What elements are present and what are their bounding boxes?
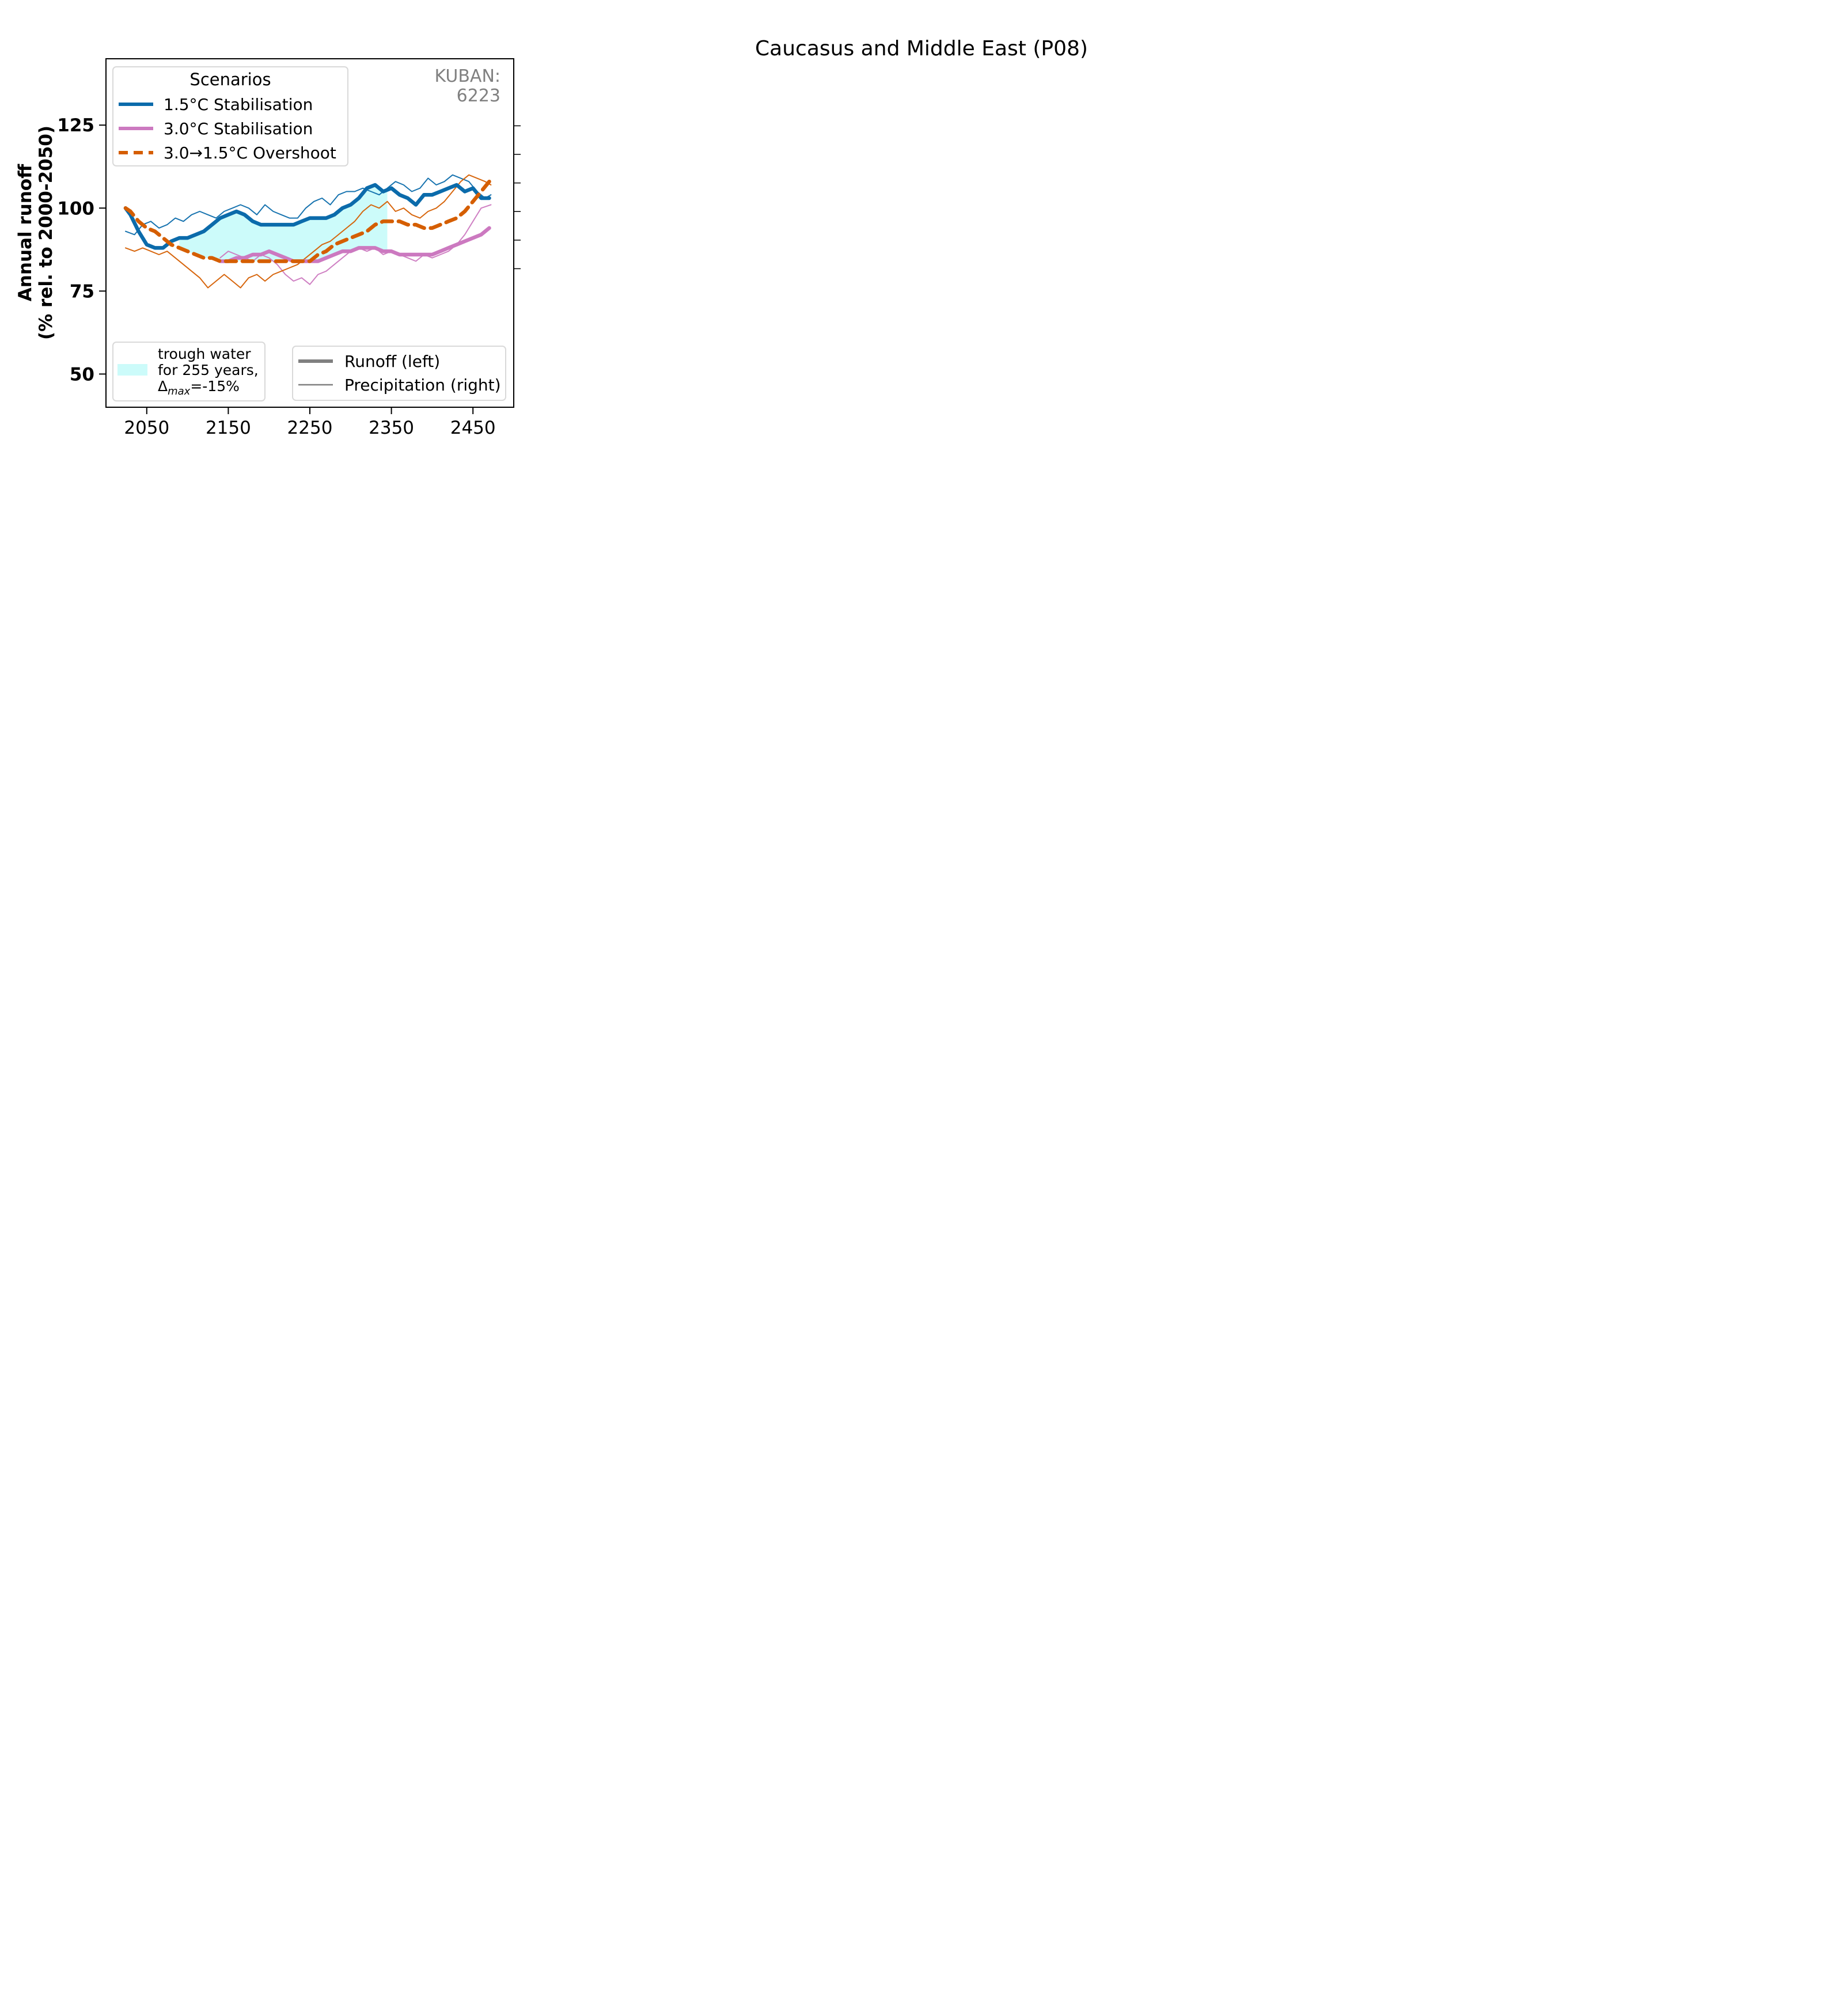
basin-label-line1: KUBAN: [435, 66, 500, 86]
y-tick-label: 100 [57, 198, 94, 219]
trough-legend-line3: Δmax=-15% [158, 378, 240, 397]
x-tick-label: 2450 [450, 418, 496, 438]
y-axis: 50 75 100 125 [57, 115, 106, 385]
scenario-legend-box [112, 66, 348, 166]
series-line-1-5-c-stabilisation-runoff [123, 183, 491, 250]
trough-legend-box [112, 342, 266, 401]
scenario-legend-title: Scenarios [189, 70, 271, 89]
trough-legend-line2: for 255 years, [158, 362, 259, 378]
trough-legend-max: max [168, 385, 191, 397]
series-line-1-5-c-stabilisation-precipitation [125, 174, 492, 236]
right-axis [514, 125, 521, 270]
series-line-3-0-1-5-c-overshoot-runoff [123, 179, 491, 263]
series-line-3-0-c-stabilisation-runoff [218, 226, 491, 263]
x-tick-label: 2050 [124, 418, 169, 438]
trough-area-group [179, 185, 388, 262]
x-tick-label: 2350 [369, 418, 414, 438]
y-tick-label: 50 [70, 364, 94, 385]
x-tick-label: 2250 [287, 418, 333, 438]
legend-label-runoff: Runoff (left) [344, 352, 440, 371]
trough-legend-line1: trough water [158, 346, 251, 362]
series-line-3-0-1-5-c-overshoot-precipitation [125, 174, 492, 289]
basin-label-line2: 6223 [457, 86, 500, 106]
y-axis-label-line1: Annual runoff [15, 164, 36, 301]
linetype-legend-box [292, 346, 506, 401]
trough-legend-delta: Δ [158, 378, 168, 395]
trough-legend: trough water for 255 years, Δmax=-15% [112, 342, 266, 401]
x-tick-label: 2150 [206, 418, 251, 438]
legend-label-1-5-stabilisation: 1.5°C Stabilisation [164, 95, 313, 114]
legend-label-overshoot: 3.0→1.5°C Overshoot [164, 143, 336, 162]
trough-legend-value: =-15% [190, 378, 240, 395]
legend-label-3-0-stabilisation: 3.0°C Stabilisation [164, 119, 313, 138]
y-tick-label: 125 [57, 115, 94, 136]
legend-label-precipitation: Precipitation (right) [344, 376, 501, 395]
y-axis-label-line2: (% rel. to 2000-2050) [36, 126, 56, 340]
x-axis: 2050 2150 2250 2350 2450 [124, 407, 496, 438]
series-group [123, 174, 492, 289]
linetype-legend: Runoff (left) Precipitation (right) [292, 346, 506, 401]
scenario-legend: Scenarios 1.5°C Stabilisation 3.0°C Stab… [112, 66, 348, 166]
y-tick-label: 75 [70, 281, 94, 302]
trough-area [179, 185, 388, 262]
trough-legend-swatch [117, 364, 147, 376]
page-title: Caucasus and Middle East (P08) [755, 37, 1088, 60]
